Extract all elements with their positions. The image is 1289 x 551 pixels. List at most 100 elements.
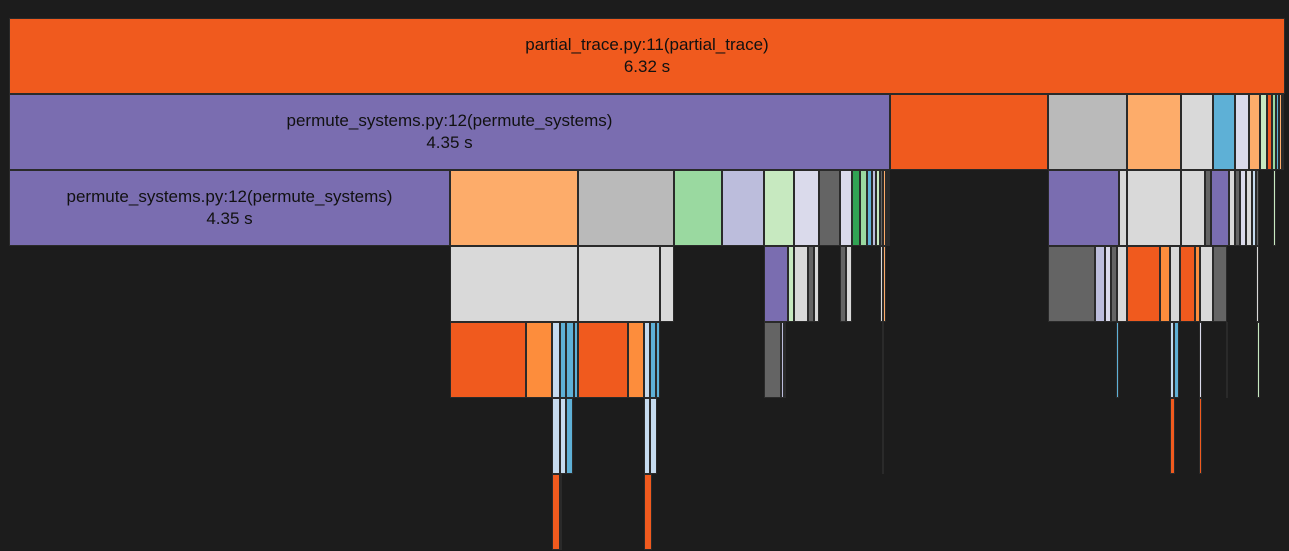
flame-node[interactable] (788, 246, 794, 322)
flame-node[interactable] (560, 474, 562, 550)
flame-node[interactable] (1211, 170, 1229, 246)
flame-node[interactable] (552, 322, 560, 398)
flame-node[interactable] (1170, 398, 1175, 474)
flame-node[interactable] (840, 246, 846, 322)
flame-node[interactable] (840, 170, 852, 246)
flame-node[interactable] (794, 246, 808, 322)
flame-node[interactable] (852, 170, 860, 246)
flame-node[interactable] (1119, 170, 1127, 246)
flame-node[interactable] (560, 398, 566, 474)
flame-node-2-labeled[interactable]: permute_systems.py:12(permute_systems) 4.… (9, 170, 450, 246)
flame-node[interactable] (764, 170, 794, 246)
flame-node[interactable] (1240, 170, 1246, 246)
flame-node[interactable] (1048, 170, 1119, 246)
flame-node[interactable] (1205, 170, 1211, 246)
flame-node[interactable] (781, 322, 784, 398)
flame-node[interactable] (886, 170, 888, 246)
flame-node[interactable] (560, 322, 566, 398)
flame-node[interactable] (1105, 246, 1111, 322)
flame-node[interactable] (1127, 94, 1181, 170)
flame-node[interactable] (872, 170, 876, 246)
flame-node[interactable] (888, 170, 890, 246)
flame-node[interactable] (882, 398, 884, 474)
flame-node[interactable] (1249, 94, 1260, 170)
flame-node[interactable] (880, 170, 883, 246)
flame-node[interactable] (450, 246, 578, 322)
flame-node[interactable] (1260, 94, 1267, 170)
flame-node[interactable] (1095, 246, 1105, 322)
flame-node[interactable] (1235, 170, 1240, 246)
flame-node[interactable] (566, 322, 574, 398)
flame-node[interactable] (1272, 94, 1276, 170)
flame-node[interactable] (1127, 170, 1181, 246)
flame-node[interactable] (1246, 170, 1252, 246)
flame-node[interactable] (450, 170, 578, 246)
flame-node[interactable] (628, 322, 644, 398)
flame-node[interactable] (1229, 170, 1235, 246)
flame-node[interactable] (1174, 322, 1179, 398)
flame-node[interactable] (1200, 246, 1213, 322)
flame-node[interactable] (574, 322, 578, 398)
flame-node[interactable] (1199, 322, 1202, 398)
flame-node[interactable] (1195, 246, 1200, 322)
flame-node[interactable] (1117, 246, 1127, 322)
flame-node[interactable] (644, 322, 650, 398)
flame-node[interactable] (660, 246, 674, 322)
flame-node[interactable] (722, 170, 764, 246)
flame-node[interactable] (1116, 322, 1119, 398)
flame-node[interactable] (674, 170, 722, 246)
flame-node[interactable] (1267, 94, 1272, 170)
flame-node[interactable] (644, 474, 652, 550)
flame-node[interactable] (1160, 246, 1170, 322)
flame-node[interactable] (876, 170, 880, 246)
flame-node[interactable] (1256, 170, 1259, 246)
flame-node[interactable] (656, 322, 660, 398)
flame-node[interactable] (1279, 94, 1282, 170)
flame-node[interactable] (882, 322, 884, 398)
flame-node[interactable] (883, 246, 886, 322)
flame-node[interactable] (526, 322, 552, 398)
flame-node[interactable] (1257, 322, 1260, 398)
flame-node[interactable] (764, 322, 781, 398)
flame-node[interactable] (890, 94, 1048, 170)
flame-node[interactable] (846, 246, 852, 322)
flame-node[interactable] (578, 322, 628, 398)
flame-node[interactable] (644, 398, 650, 474)
flame-node[interactable] (650, 322, 656, 398)
flame-node[interactable] (867, 170, 872, 246)
flame-node[interactable] (814, 246, 819, 322)
flame-node[interactable] (1252, 170, 1256, 246)
flame-node[interactable] (552, 474, 560, 550)
flame-node[interactable] (650, 398, 657, 474)
flame-node[interactable] (860, 170, 867, 246)
flame-node[interactable] (1111, 246, 1117, 322)
flame-node[interactable] (1213, 246, 1227, 322)
flame-node[interactable] (1048, 246, 1095, 322)
flame-node[interactable] (808, 246, 814, 322)
flame-node[interactable] (1180, 246, 1195, 322)
flame-node[interactable] (1213, 94, 1235, 170)
flame-node[interactable] (764, 246, 788, 322)
flame-node[interactable] (1127, 246, 1160, 322)
flame-node-0-labeled[interactable]: partial_trace.py:11(partial_trace) 6.32 s (9, 18, 1285, 94)
flame-node[interactable] (794, 170, 819, 246)
flame-node[interactable] (1235, 94, 1249, 170)
flame-node[interactable] (1256, 246, 1259, 322)
flame-node[interactable] (1170, 246, 1180, 322)
flame-node[interactable] (1199, 398, 1202, 474)
flame-node[interactable] (1181, 94, 1213, 170)
flame-node[interactable] (1181, 170, 1205, 246)
flame-node[interactable] (784, 322, 786, 398)
flame-node[interactable] (880, 246, 883, 322)
flame-node[interactable] (1276, 94, 1279, 170)
flame-node[interactable] (1282, 94, 1284, 170)
flame-node[interactable] (450, 322, 526, 398)
flame-node[interactable] (1226, 322, 1228, 398)
flame-node[interactable] (566, 398, 573, 474)
flame-node[interactable] (1170, 322, 1174, 398)
flame-node[interactable] (578, 170, 674, 246)
flame-node[interactable] (552, 398, 560, 474)
flame-node[interactable] (883, 170, 886, 246)
flame-node[interactable] (1048, 94, 1127, 170)
flame-node[interactable] (819, 170, 840, 246)
